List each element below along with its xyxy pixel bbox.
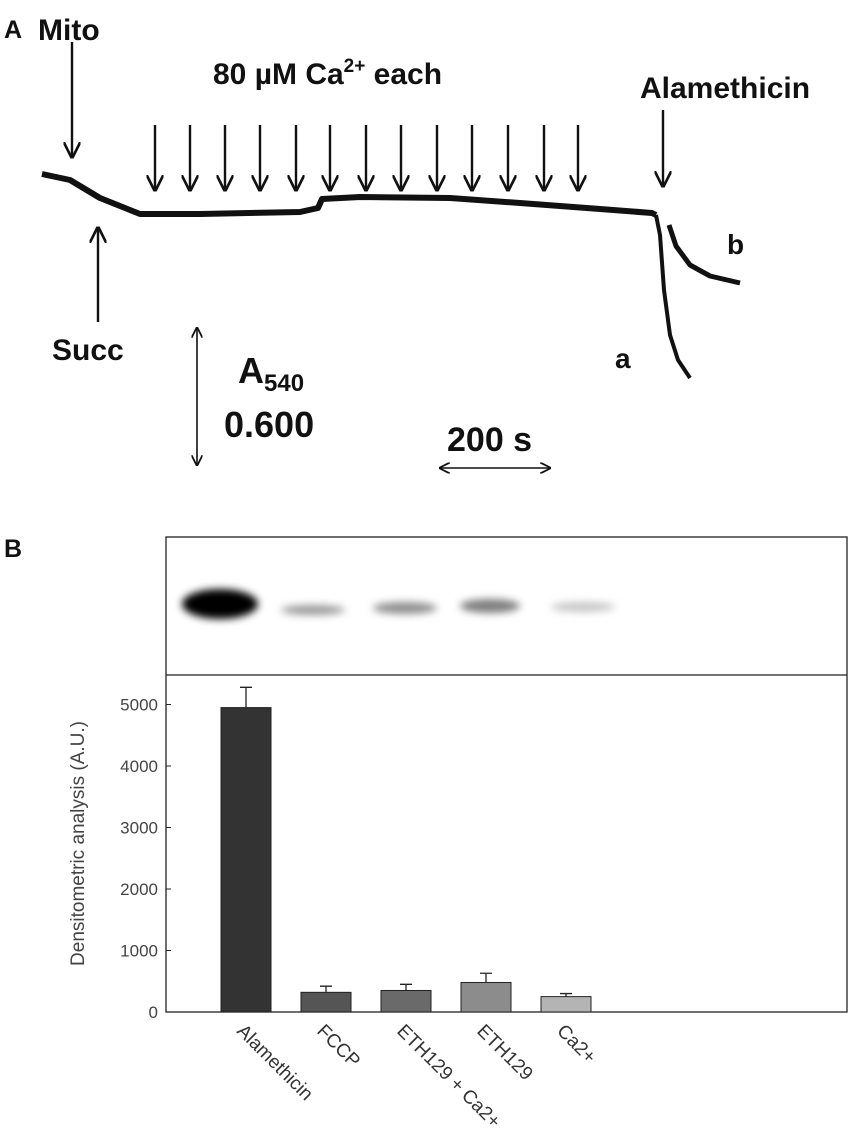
x-tick-label: ETH129 xyxy=(472,1021,536,1085)
absorbance-sub: 540 xyxy=(264,370,304,397)
arrows xyxy=(72,42,663,468)
x-tick-label: Alamethicin xyxy=(232,1021,316,1105)
trace-a-label: a xyxy=(615,343,631,374)
y-tick-label: 4000 xyxy=(120,757,158,776)
succ-label: Succ xyxy=(52,334,124,367)
mito-label: Mito xyxy=(38,14,100,47)
calcium-rest: each xyxy=(365,58,442,91)
bar xyxy=(380,989,432,1013)
calcium-sup: 2+ xyxy=(344,56,366,77)
error-bar xyxy=(560,992,572,997)
y-tick-label: 0 xyxy=(149,1003,158,1022)
error-bar xyxy=(320,985,332,993)
panel-label: B xyxy=(4,535,22,563)
y-tick-label: 5000 xyxy=(120,696,158,715)
error-bar xyxy=(240,686,252,708)
x-tick-label: FCCP xyxy=(312,1021,363,1072)
error-bar xyxy=(480,972,492,983)
absorbance-label: A540 xyxy=(238,350,304,397)
y-tick-label: 2000 xyxy=(120,880,158,899)
trace xyxy=(41,171,741,380)
y-tick-label: 1000 xyxy=(120,942,158,961)
y-tick-label: 3000 xyxy=(120,819,158,838)
alamethicin-label: Alamethicin xyxy=(640,72,810,105)
absorbance-scale: 0.600 xyxy=(224,404,314,445)
panel-b: B xyxy=(4,535,848,1013)
bar-chart: 0 1000 2000 3000 4000 5000 Densitometric analy… xyxy=(68,686,600,1133)
blot xyxy=(182,589,615,619)
bar xyxy=(460,981,512,1013)
bar xyxy=(540,996,592,1013)
time-scale: 200 s xyxy=(447,421,532,459)
bar xyxy=(220,707,272,1013)
panel-a: A Mito 80 µM Ca2+ each Alamethicin Succ … xyxy=(4,14,810,468)
y-axis-label: Densitometric analysis (A.U.) xyxy=(68,721,89,966)
bar xyxy=(300,991,352,1013)
calcium-text: 80 µM Ca xyxy=(213,58,344,91)
panel-label: A xyxy=(4,16,22,44)
calcium-label: 80 µM Ca2+ each xyxy=(213,56,442,91)
x-tick-label: Ca2+ xyxy=(552,1021,599,1068)
trace-b-label: b xyxy=(727,229,744,260)
absorbance-text: A xyxy=(238,350,264,391)
error-bar xyxy=(400,983,412,991)
